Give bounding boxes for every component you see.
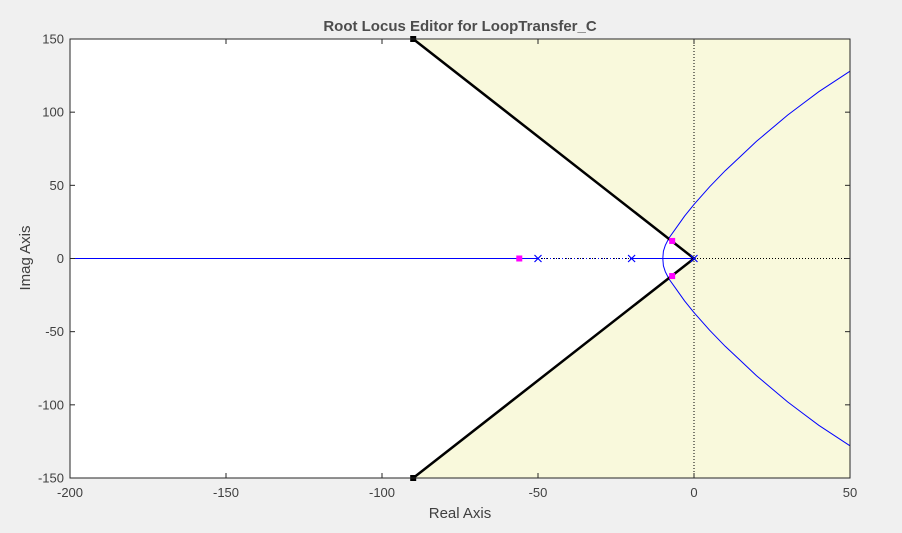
open-loop-pole-marker[interactable] [627,254,636,263]
open-loop-pole-marker[interactable] [690,254,698,263]
x-tick-label: -150 [213,485,239,500]
y-tick-label: 100 [42,105,64,120]
y-tick-label: -50 [45,324,64,339]
locus-branch-lower[interactable] [662,258,851,447]
y-tick-label: -150 [38,471,64,486]
locus-branch-upper[interactable] [662,70,851,259]
plot-title: Root Locus Editor for LoopTransfer_C [323,18,597,35]
closed-loop-pole-marker[interactable] [669,273,676,280]
y-tick-label: 0 [57,251,64,266]
x-axis-label: Real Axis [429,505,492,522]
design-constraint-region [413,39,850,478]
y-tick-label: 50 [50,178,64,193]
y-tick-label: 150 [42,32,64,47]
x-tick-label: -200 [57,485,83,500]
open-loop-pole-marker[interactable] [534,254,542,263]
x-tick-label: 0 [690,485,697,500]
y-tick-label: -100 [38,397,64,412]
y-axis-label: Imag Axis [17,225,34,290]
x-tick-label: -100 [369,485,395,500]
x-tick-label: -50 [529,485,548,500]
closed-loop-pole-marker[interactable] [669,237,676,244]
closed-loop-pole-marker[interactable] [516,255,523,262]
x-tick-label: 50 [843,485,857,500]
